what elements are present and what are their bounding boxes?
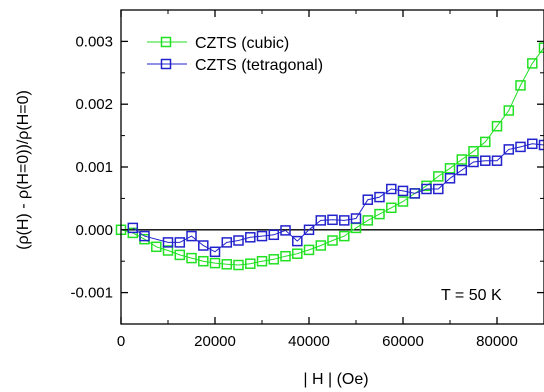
data-point-0-33 (503, 105, 515, 116)
data-point-1-25 (433, 183, 444, 195)
data-point-1-22 (397, 185, 409, 197)
x-tick-label-4: 80000 (476, 333, 518, 350)
temperature-annotation: T = 50 K (441, 287, 502, 304)
y-axis-title: (ρ(H) - ρ(H=0))/ρ(H=0) (15, 90, 32, 250)
data-point-1-27 (456, 164, 468, 176)
data-point-0-7 (198, 255, 209, 267)
data-point-0-8 (209, 257, 221, 269)
data-point-1-1 (139, 230, 150, 242)
axes-layer: 0 20000 40000 60000 80000 -0.001 0.000 0.001 0.0… (70, 9, 544, 350)
data-point-1-16 (327, 214, 338, 226)
data-point-0-15 (292, 248, 303, 259)
data-point-1-13 (292, 235, 303, 247)
data-point-0-12 (256, 255, 268, 267)
data-point-1-21 (386, 183, 397, 195)
x-tick-label-1: 20000 (194, 333, 236, 350)
data-point-0-35 (527, 58, 538, 69)
data-point-0-24 (397, 196, 409, 207)
y-tick-label-0: -0.001 (70, 285, 113, 302)
series-layer (115, 42, 544, 271)
data-point-0-23 (386, 202, 397, 214)
series-line-1 (132, 143, 544, 253)
y-tick-label-3: 0.002 (75, 96, 113, 113)
data-point-0-18 (327, 235, 338, 246)
axes-frame (120, 9, 544, 325)
data-point-0-29 (456, 154, 468, 165)
data-point-1-10 (256, 230, 268, 242)
data-point-0-11 (245, 258, 256, 269)
data-point-1-6 (209, 246, 221, 258)
data-point-1-20 (374, 191, 385, 203)
data-point-1-8 (233, 235, 244, 246)
data-point-1-4 (186, 230, 197, 242)
data-point-0-31 (480, 136, 491, 148)
legend-marker-tetragonal (160, 58, 172, 70)
data-point-0-6 (186, 252, 197, 264)
data-point-1-29 (480, 155, 491, 166)
data-point-1-17 (339, 215, 350, 226)
data-point-1-30 (491, 155, 503, 166)
data-point-0-22 (374, 208, 385, 220)
data-point-0-21 (362, 215, 374, 226)
data-point-1-5 (198, 240, 209, 251)
data-point-0-10 (233, 259, 244, 271)
data-point-0-3 (151, 241, 162, 253)
data-point-1-0 (127, 222, 139, 234)
data-point-0-13 (268, 254, 280, 265)
data-point-1-23 (409, 188, 421, 199)
legend-label-cubic: CZTS (cubic) (195, 35, 289, 52)
data-point-0-14 (280, 250, 291, 262)
series-line-0 (120, 47, 544, 266)
legend-marker-cubic (160, 36, 172, 48)
legend: CZTS (cubic) CZTS (tetragonal) (147, 35, 323, 74)
data-point-0-4 (162, 245, 174, 256)
data-point-1-34 (538, 139, 544, 151)
data-point-1-7 (221, 237, 233, 248)
data-point-0-16 (303, 244, 315, 256)
data-point-1-19 (362, 194, 374, 205)
x-tick-label-0: 0 (117, 333, 125, 350)
x-axis-title: | H | (Oe) (303, 371, 368, 388)
data-point-1-18 (350, 213, 362, 224)
data-point-1-15 (315, 215, 327, 226)
data-point-1-33 (527, 138, 538, 150)
data-point-0-30 (468, 146, 479, 157)
data-point-0-34 (515, 80, 526, 91)
data-point-1-24 (421, 183, 432, 195)
data-point-1-12 (280, 225, 291, 236)
x-tick-label-2: 40000 (288, 333, 330, 350)
data-point-0-27 (433, 171, 444, 182)
data-point-0-28 (444, 163, 456, 174)
y-tick-label-4: 0.003 (75, 33, 113, 50)
data-point-1-32 (515, 141, 526, 153)
data-point-0-19 (339, 230, 350, 242)
legend-label-tetragonal: CZTS (tetragonal) (195, 57, 323, 74)
data-point-0-9 (221, 259, 233, 270)
data-point-1-28 (468, 156, 479, 168)
data-point-1-26 (444, 173, 456, 184)
data-point-0-17 (315, 240, 327, 251)
data-point-1-14 (303, 224, 315, 236)
y-tick-label-1: 0.000 (75, 222, 113, 239)
data-point-1-2 (162, 237, 174, 248)
data-point-0-32 (491, 120, 503, 132)
data-point-1-9 (245, 232, 256, 243)
data-point-0-36 (538, 42, 544, 53)
data-point-1-11 (268, 229, 280, 241)
data-point-1-3 (174, 237, 186, 248)
data-point-1-31 (503, 144, 515, 155)
data-point-0-5 (174, 249, 186, 261)
x-tick-label-3: 60000 (382, 333, 424, 350)
y-tick-label-2: 0.001 (75, 159, 113, 176)
